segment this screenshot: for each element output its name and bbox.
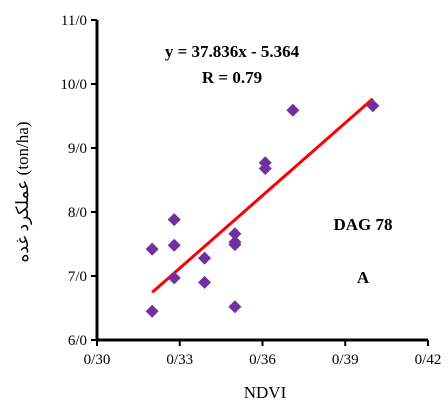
data-point bbox=[228, 300, 242, 314]
data-point bbox=[228, 235, 242, 249]
data-point bbox=[198, 251, 212, 265]
y-tick-label: 7/0 bbox=[68, 269, 87, 285]
y-tick-label: 11/0 bbox=[61, 13, 87, 29]
r-value-label: R = 0.79 bbox=[202, 68, 262, 87]
panel-annotation: A bbox=[357, 268, 370, 287]
axes bbox=[95, 20, 428, 342]
data-point bbox=[145, 304, 159, 318]
x-tick-label: 0/33 bbox=[166, 352, 193, 368]
data-point bbox=[198, 275, 212, 289]
data-point bbox=[167, 213, 181, 227]
data-point bbox=[145, 242, 159, 256]
data-point bbox=[258, 156, 272, 170]
y-tick-label: 6/0 bbox=[68, 333, 87, 349]
x-tick-label: 0/39 bbox=[332, 352, 359, 368]
y-tick-label: 9/0 bbox=[68, 141, 87, 157]
x-tick-label: 0/42 bbox=[415, 352, 442, 368]
data-point bbox=[167, 271, 181, 285]
dag-annotation: DAG 78 bbox=[333, 215, 392, 234]
y-tick-label: 10/0 bbox=[60, 77, 87, 93]
trendline bbox=[151, 97, 374, 294]
equation-label: y = 37.836x - 5.364 bbox=[165, 42, 300, 61]
data-point bbox=[167, 238, 181, 252]
data-point bbox=[286, 103, 300, 117]
x-tick-label: 0/30 bbox=[84, 352, 111, 368]
y-axis-title: عملکرد غده (ton/ha) bbox=[13, 122, 33, 263]
x-axis-title: NDVI bbox=[244, 383, 287, 402]
trendline-group bbox=[151, 97, 374, 294]
data-point bbox=[228, 227, 242, 241]
ticks: 6/0 7/0 8/0 9/0 10/0 11/0 0/30 0/33 0/36 0/39 0/42 bbox=[60, 13, 441, 368]
points-group bbox=[145, 99, 380, 318]
x-tick-label: 0/36 bbox=[249, 352, 276, 368]
data-point bbox=[366, 99, 380, 113]
y-tick-label: 8/0 bbox=[68, 205, 87, 221]
